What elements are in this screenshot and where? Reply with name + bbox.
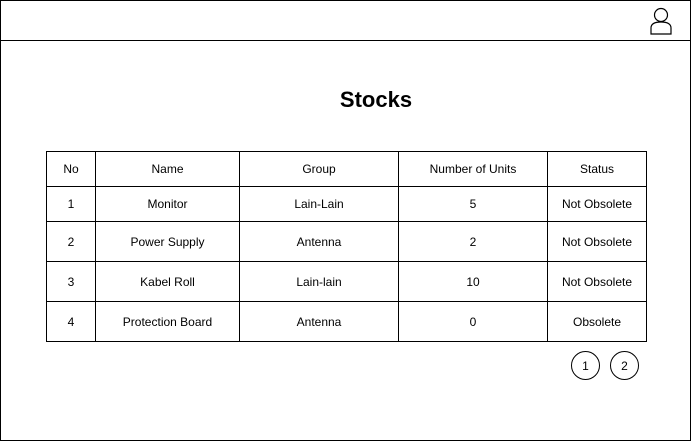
cell-no: 3 — [46, 261, 96, 302]
column-header-status[interactable]: Status — [547, 151, 647, 187]
cell-group: Antenna — [239, 301, 399, 342]
page-button-2[interactable]: 2 — [610, 351, 639, 380]
column-header-name[interactable]: Name — [95, 151, 240, 187]
cell-group: Lain-Lain — [239, 186, 399, 222]
cell-units: 5 — [398, 186, 548, 222]
cell-name: Kabel Roll — [95, 261, 240, 302]
cell-group: Antenna — [239, 221, 399, 262]
user-icon[interactable] — [649, 7, 673, 35]
cell-units: 10 — [398, 261, 548, 302]
pagination: 1 2 — [571, 351, 639, 380]
table-header-row: No Name Group Number of Units Status — [46, 151, 647, 187]
cell-name: Protection Board — [95, 301, 240, 342]
column-header-no[interactable]: No — [46, 151, 96, 187]
table-row[interactable]: 2 Power Supply Antenna 2 Not Obsolete — [46, 221, 647, 262]
cell-status: Not Obsolete — [547, 261, 647, 302]
cell-name: Power Supply — [95, 221, 240, 262]
table-row[interactable]: 1 Monitor Lain-Lain 5 Not Obsolete — [46, 186, 647, 222]
cell-status: Not Obsolete — [547, 186, 647, 222]
table-row[interactable]: 4 Protection Board Antenna 0 Obsolete — [46, 301, 647, 342]
cell-status: Obsolete — [547, 301, 647, 342]
user-icon-graphic — [650, 7, 672, 35]
column-header-group[interactable]: Group — [239, 151, 399, 187]
cell-group: Lain-lain — [239, 261, 399, 302]
cell-units: 2 — [398, 221, 548, 262]
page-title: Stocks — [339, 87, 413, 112]
cell-no: 2 — [46, 221, 96, 262]
table-row[interactable]: 3 Kabel Roll Lain-lain 10 Not Obsolete — [46, 261, 647, 302]
cell-name: Monitor — [95, 186, 240, 222]
cell-units: 0 — [398, 301, 548, 342]
cell-no: 1 — [46, 186, 96, 222]
column-header-units[interactable]: Number of Units — [398, 151, 548, 187]
cell-status: Not Obsolete — [547, 221, 647, 262]
cell-no: 4 — [46, 301, 96, 342]
page-button-1[interactable]: 1 — [571, 351, 600, 380]
top-bar — [1, 1, 690, 41]
stocks-table: No Name Group Number of Units Status 1 M… — [46, 151, 647, 342]
